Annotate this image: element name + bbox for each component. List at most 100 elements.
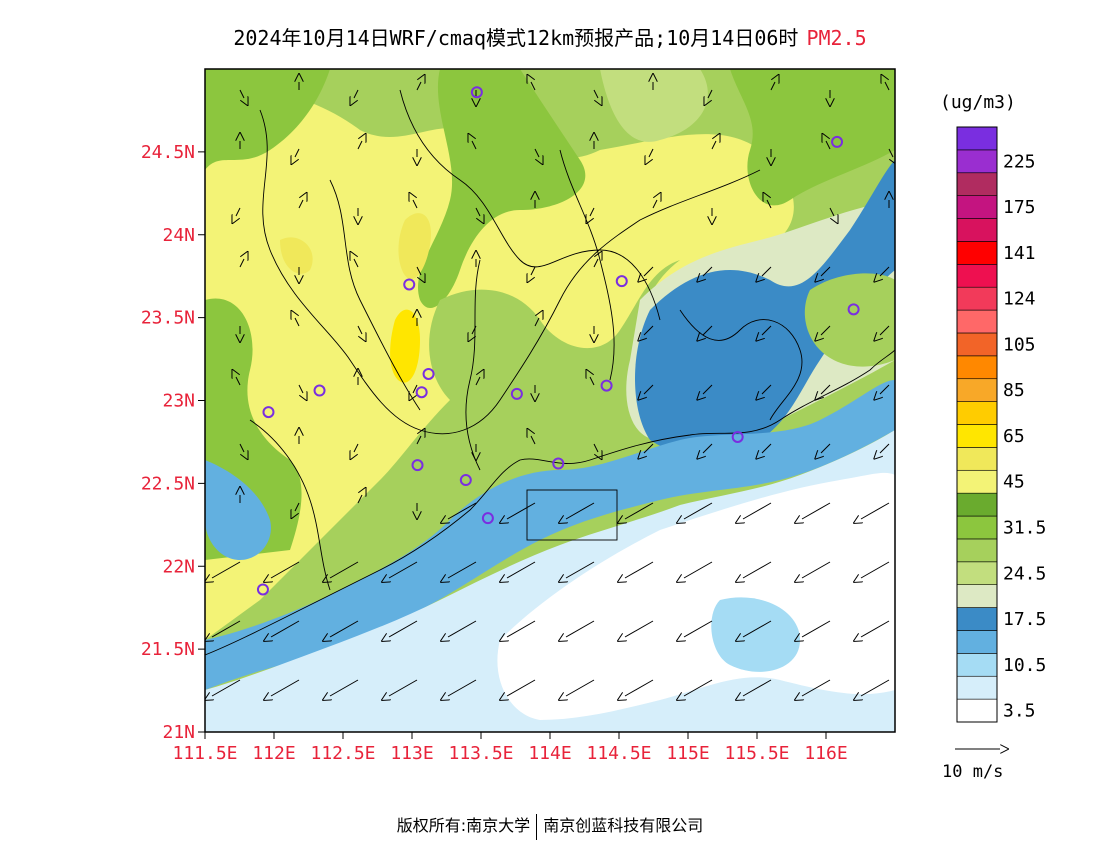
station-marker	[262, 406, 275, 419]
wind-arrow	[330, 620, 359, 637]
title-product: PM2.5	[806, 26, 867, 50]
colorbar-swatch	[956, 515, 998, 540]
colorbar-swatch	[956, 332, 998, 357]
wind-arrow	[821, 325, 831, 335]
field-coast-blue	[205, 380, 895, 690]
wind-arrow	[703, 443, 713, 453]
colorbar-swatch	[956, 424, 998, 448]
wind-arrow	[652, 200, 657, 209]
wind-arrow	[448, 679, 477, 696]
field-central-green	[429, 260, 680, 424]
wind-arrow	[534, 318, 539, 327]
wind-arrow	[644, 443, 654, 453]
wind-arrow	[236, 377, 241, 386]
wind-arrow	[389, 561, 418, 578]
wind-arrow	[389, 679, 418, 696]
wind-arrow	[880, 325, 890, 335]
wind-arrow	[644, 384, 654, 394]
wind-arrow	[826, 141, 831, 150]
wind-arrow	[770, 82, 775, 91]
station-marker	[422, 367, 435, 380]
field-west-blue	[205, 460, 271, 560]
wind-arrow	[413, 384, 418, 393]
wind-arrow	[880, 443, 890, 453]
wind-arrow	[829, 207, 834, 216]
wind-arrow	[566, 620, 595, 637]
colorbar-swatch	[956, 286, 998, 311]
field-yellow-core-2	[280, 237, 313, 274]
title-text: 2024年10月14日WRF/cmaq模式12km预报产品;10月14日06时	[233, 26, 799, 50]
colorbar-label: 65	[1003, 426, 1025, 447]
wind-arrow	[649, 148, 654, 157]
lon-tick-label: 114E	[528, 743, 571, 764]
wind-arrow	[354, 443, 359, 452]
colorbar-swatch	[956, 378, 998, 402]
wind-arrow	[703, 325, 713, 335]
field-sea-blue-patch	[711, 597, 800, 672]
county-boundary-4	[465, 259, 481, 471]
lon-tick-label: 113.5E	[448, 743, 513, 764]
reference-wind-label: 10 m/s	[942, 762, 1004, 782]
province-boundary-2	[399, 89, 661, 321]
station-marker	[411, 459, 424, 472]
wind-arrow	[802, 502, 831, 519]
wind-arrow	[684, 561, 713, 578]
colorbar-swatch	[956, 149, 998, 174]
wind-arrow	[802, 561, 831, 578]
wind-arrow	[684, 679, 713, 696]
map-title: 2024年10月14日WRF/cmaq模式12km预报产品;10月14日06时 P…	[0, 22, 1100, 51]
colorbar-label: 105	[1003, 334, 1036, 355]
station-marker	[313, 384, 326, 397]
lon-tick-label: 112.5E	[310, 743, 375, 764]
wind-arrow	[802, 679, 831, 696]
copyright-footer: 版权所有:南京大学 南京创蓝科技有限公司	[0, 812, 1100, 840]
colorbar-label: 24.5	[1003, 563, 1046, 584]
boundaries	[205, 89, 895, 656]
wind-arrow	[330, 679, 359, 696]
county-boundary-5	[249, 419, 331, 591]
wind-arrow	[295, 502, 300, 511]
wind-arrow	[448, 620, 477, 637]
wind-arrow	[566, 679, 595, 696]
colorbar-label: 85	[1003, 380, 1025, 401]
wind-arrow	[625, 620, 654, 637]
wind-arrow	[767, 200, 772, 209]
colorbar-swatch	[956, 172, 998, 196]
wind-arrow	[531, 436, 536, 445]
colorbar-label: 124	[1003, 289, 1036, 310]
wind-arrow	[354, 89, 359, 98]
wind-arrow	[416, 436, 421, 445]
wind-arrow	[416, 82, 421, 91]
latitude-axis: 21N 21.5N 22N 22.5N 23N 23.5N 24N 24.5N	[141, 142, 205, 743]
colorbar-label: 3.5	[1003, 701, 1036, 722]
wind-arrow	[708, 89, 713, 98]
wind-arrow	[861, 561, 890, 578]
colorbar-swatch	[956, 630, 998, 654]
wind-arrow	[507, 679, 536, 696]
wind-arrow	[644, 266, 654, 276]
wind-arrow	[762, 266, 772, 276]
colorbar-swatch	[956, 561, 998, 585]
lon-tick-label: 115.5E	[724, 743, 789, 764]
wind-arrow	[888, 148, 893, 157]
colorbar-swatch	[956, 355, 998, 380]
station-marker	[600, 379, 613, 392]
county-boundary-1	[329, 179, 421, 411]
station-marker	[403, 278, 416, 291]
field-north-green-3	[600, 69, 708, 142]
colorbar-label: 141	[1003, 243, 1036, 264]
colorbar-swatch	[956, 401, 998, 425]
wind-arrow	[507, 502, 536, 519]
wind-arrow	[531, 82, 536, 91]
county-boundary-3	[679, 309, 803, 421]
wind-arrow	[507, 561, 536, 578]
wind-arrow	[644, 325, 654, 335]
colorbar-swatch	[956, 469, 998, 494]
colorbar: 3.5 10.5 17.5 24.5 31.5 45 65 85 105 124 141 175 225	[956, 126, 1046, 723]
wind-arrow	[566, 502, 595, 519]
station-marker	[481, 512, 494, 525]
lon-tick-label: 116E	[804, 743, 847, 764]
coastline	[205, 349, 895, 656]
wind-arrow	[762, 325, 772, 335]
wind-arrow	[684, 620, 713, 637]
